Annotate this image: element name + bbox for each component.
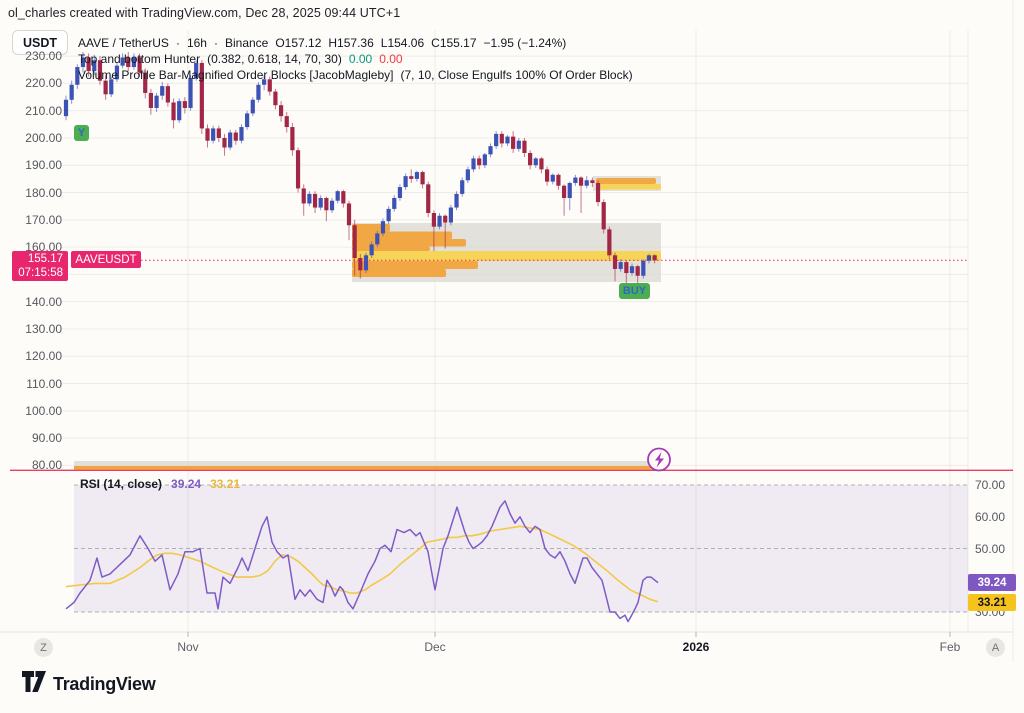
symbol-legend[interactable]: AAVE / TetherUS · 16h · Binance O157.12 H157.3…: [78, 36, 573, 50]
tradingview-logo-icon: [22, 671, 46, 697]
last-price-badge: 155.17 07:15:58: [12, 251, 68, 281]
indicator-params: (7, 10, Close Engulfs 100% Of Order Bloc…: [400, 68, 633, 82]
legend-sep: ·: [175, 36, 180, 50]
indicator-name: Top and bottom Hunter: [78, 52, 201, 66]
ohlc-low: L154.06: [380, 36, 425, 50]
interval-label: 16h: [186, 36, 207, 50]
bar-countdown: 07:15:58: [18, 267, 63, 279]
rsi-main-badge: 39.24: [968, 574, 1016, 591]
price-axis-label: 160.00: [25, 240, 62, 255]
rsi-axis-label: 70.00: [975, 478, 1006, 492]
indicator-value-red: 0.00: [379, 52, 403, 66]
buy-marker-partial: Y: [74, 125, 89, 141]
price-axis-label: 90.00: [31, 431, 62, 446]
rsi-axis-label: 60.00: [975, 509, 1006, 524]
indicator-legend-hunter[interactable]: Top and bottom Hunter (0.382, 0.618, 14, …: [78, 52, 410, 66]
rsi-axis-label: 50.00: [975, 541, 1006, 556]
price-axis-label: 140.00: [25, 294, 62, 309]
price-axis-label: 230.00: [25, 49, 62, 64]
scroll-right-button[interactable]: A: [986, 638, 1005, 657]
time-axis-label: Nov: [177, 640, 199, 654]
indicator-value-green: 0.00: [348, 52, 373, 66]
time-axis-label: Dec: [424, 640, 446, 654]
rsi-legend[interactable]: RSI (14, close) 39.24 33.21: [80, 477, 240, 491]
time-axis-label: Feb: [939, 640, 961, 654]
indicator-name: Volume Profile Bar-Magnified Order Block…: [78, 68, 394, 82]
price-axis-label: 190.00: [25, 158, 62, 173]
buy-marker: BUY: [619, 283, 650, 299]
price-axis-label: 100.00: [25, 403, 62, 418]
legend-sep: ·: [213, 36, 218, 50]
price-axis-label: 130.00: [25, 322, 62, 336]
price-axis-label: 120.00: [25, 349, 62, 364]
flash-icon[interactable]: [647, 447, 671, 472]
snapshot-credit: ol_charles created with TradingView.com,…: [8, 6, 401, 20]
price-axis-label: 80.00: [31, 458, 62, 473]
ohlc-close: C155.17: [431, 36, 477, 50]
price-axis-label: 210.00: [25, 103, 62, 118]
ohlc-change: −1.95 (−1.24%): [483, 36, 567, 50]
rsi-title: RSI (14, close): [80, 477, 163, 491]
symbol-name: AAVE / TetherUS: [78, 36, 169, 50]
currency-toggle-button[interactable]: USDT: [12, 30, 68, 55]
price-axis-label: 170.00: [25, 212, 62, 227]
indicator-params: (0.382, 0.618, 14, 70, 30): [207, 52, 342, 66]
rsi-main-value: 39.24: [171, 477, 202, 491]
tradingview-logo-text: TradingView: [53, 673, 156, 694]
price-axis-label: 220.00: [25, 76, 62, 91]
symbol-price-badge: AAVEUSDT: [71, 251, 141, 268]
last-price-value: 155.17: [27, 253, 63, 265]
rsi-signal-badge: 33.21: [968, 594, 1016, 611]
price-axis-label: 200.00: [25, 131, 62, 145]
price-axis-label: 110.00: [26, 376, 62, 391]
ohlc-high: H157.36: [328, 36, 374, 50]
exchange-label: Binance: [224, 36, 269, 50]
ohlc-open: O157.12: [275, 36, 322, 50]
price-axis-label: 180.00: [25, 185, 62, 200]
scroll-left-button[interactable]: Z: [34, 638, 53, 657]
indicator-legend-volume-profile[interactable]: Volume Profile Bar-Magnified Order Block…: [78, 68, 640, 82]
tradingview-logo[interactable]: TradingView: [22, 671, 156, 697]
time-axis-label: 2026: [682, 640, 710, 654]
rsi-signal-value: 33.21: [210, 477, 241, 491]
